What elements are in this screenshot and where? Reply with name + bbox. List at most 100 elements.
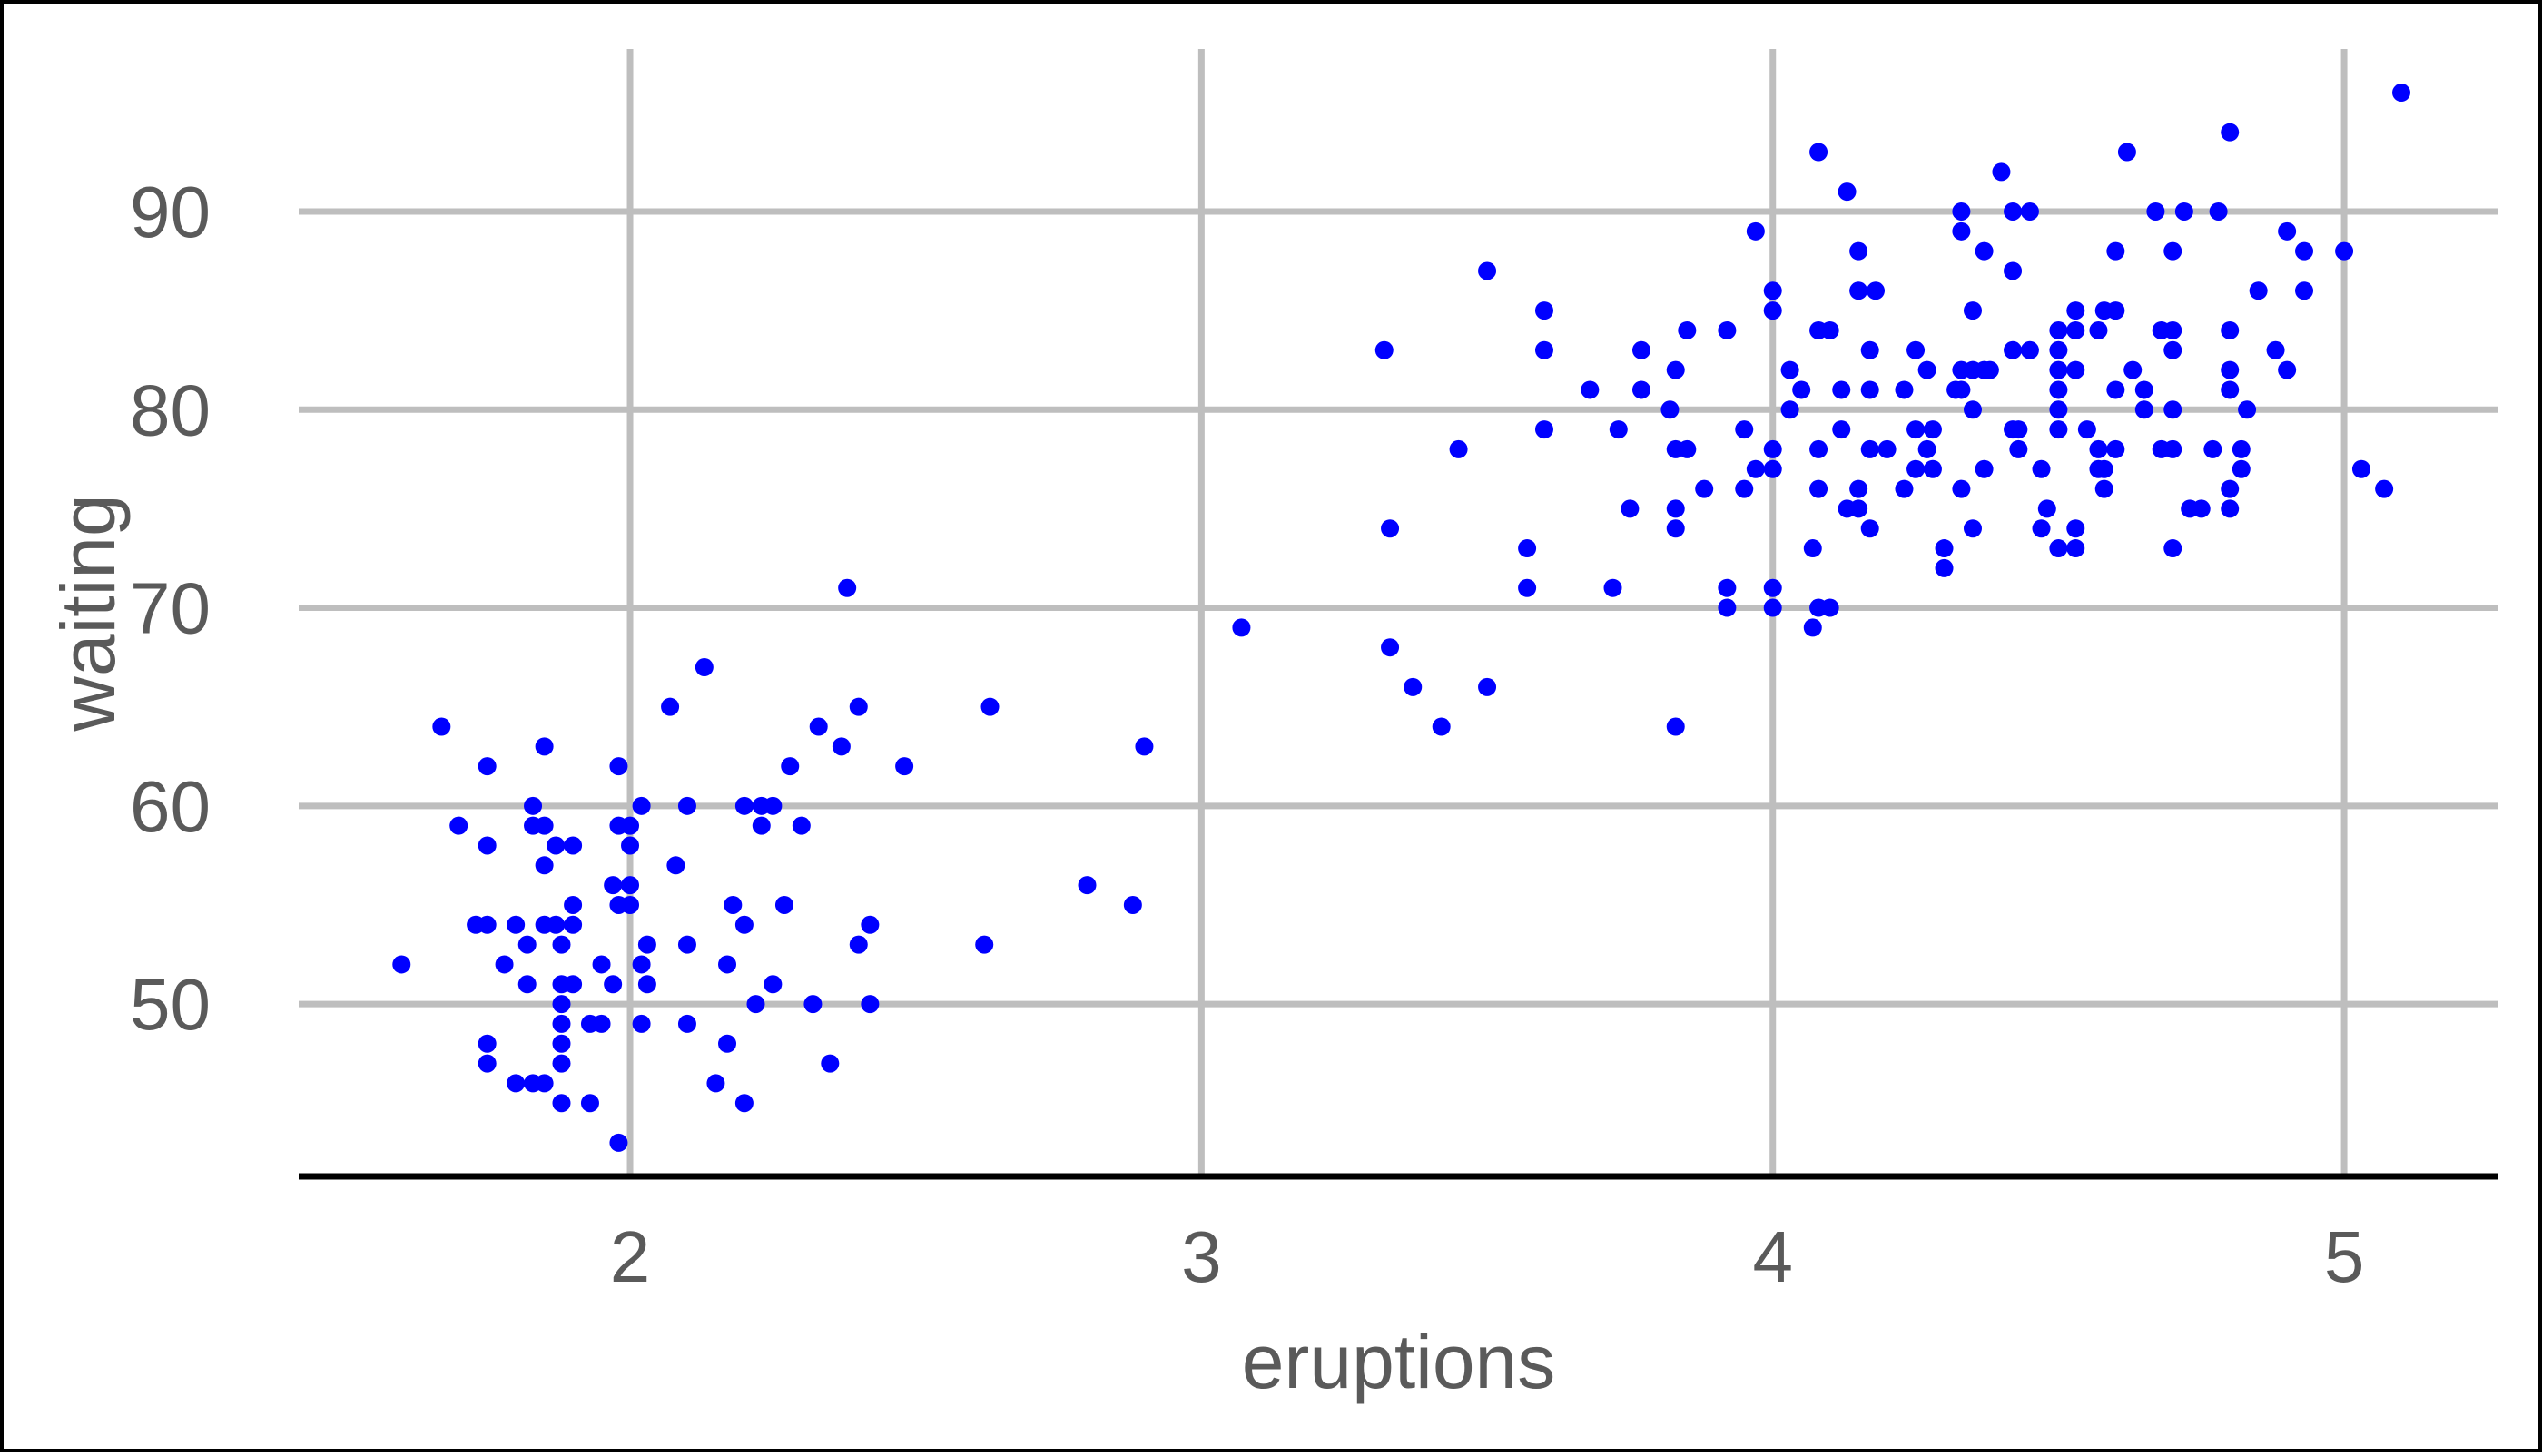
data-point-78 bbox=[832, 737, 851, 756]
data-point-96 bbox=[1449, 439, 1468, 458]
y-tick-label-70: 70 bbox=[130, 568, 211, 649]
data-point-123 bbox=[1735, 479, 1754, 498]
data-point-145 bbox=[1832, 420, 1851, 439]
data-point-200 bbox=[2049, 420, 2068, 439]
data-point-55 bbox=[666, 856, 685, 875]
data-point-54 bbox=[661, 697, 680, 716]
data-point-129 bbox=[1763, 459, 1782, 478]
data-point-190 bbox=[2020, 202, 2039, 221]
data-point-0 bbox=[392, 955, 411, 974]
data-point-110 bbox=[1660, 400, 1680, 419]
data-point-134 bbox=[1792, 380, 1811, 399]
data-point-50 bbox=[632, 955, 651, 974]
data-point-234 bbox=[2203, 439, 2222, 458]
data-point-149 bbox=[1849, 281, 1868, 300]
data-point-93 bbox=[1381, 638, 1400, 657]
data-point-140 bbox=[1809, 479, 1828, 498]
data-point-237 bbox=[2221, 320, 2240, 339]
data-point-229 bbox=[2163, 439, 2182, 458]
data-point-17 bbox=[535, 737, 554, 756]
data-point-46 bbox=[621, 836, 640, 855]
data-point-81 bbox=[849, 935, 868, 954]
data-point-220 bbox=[2134, 380, 2153, 399]
data-point-191 bbox=[2020, 340, 2039, 359]
data-point-60 bbox=[706, 1074, 725, 1093]
data-point-21 bbox=[535, 1074, 554, 1093]
data-point-38 bbox=[592, 1014, 611, 1033]
data-point-135 bbox=[1803, 539, 1822, 558]
data-point-178 bbox=[1963, 519, 1982, 538]
data-point-84 bbox=[895, 757, 914, 776]
data-point-151 bbox=[1849, 499, 1868, 518]
data-point-144 bbox=[1832, 380, 1851, 399]
data-point-34 bbox=[564, 975, 583, 994]
data-point-246 bbox=[2266, 340, 2285, 359]
data-point-87 bbox=[1078, 876, 1097, 895]
data-point-139 bbox=[1809, 439, 1828, 458]
data-point-230 bbox=[2163, 539, 2182, 558]
data-point-188 bbox=[2009, 420, 2028, 439]
data-point-205 bbox=[2066, 519, 2085, 538]
data-point-231 bbox=[2174, 202, 2193, 221]
data-point-196 bbox=[2049, 340, 2068, 359]
x-axis-title: eruptions bbox=[1242, 1319, 1556, 1404]
y-tick-label-90: 90 bbox=[130, 172, 211, 252]
data-point-152 bbox=[1860, 340, 1879, 359]
data-point-97 bbox=[1478, 261, 1497, 280]
data-point-160 bbox=[1906, 340, 1926, 359]
data-point-198 bbox=[2049, 380, 2068, 399]
data-point-83 bbox=[861, 995, 880, 1014]
data-point-116 bbox=[1678, 320, 1697, 339]
data-point-53 bbox=[637, 975, 656, 994]
data-points bbox=[392, 84, 2411, 1152]
data-point-225 bbox=[2163, 241, 2182, 261]
data-point-8 bbox=[478, 1054, 497, 1073]
data-point-249 bbox=[2295, 241, 2314, 261]
y-axis: 50 60 70 80 90 bbox=[130, 172, 211, 1045]
data-point-204 bbox=[2066, 360, 2085, 379]
data-point-244 bbox=[2238, 400, 2257, 419]
data-point-153 bbox=[1860, 380, 1879, 399]
data-point-171 bbox=[1952, 221, 1971, 241]
data-point-127 bbox=[1763, 301, 1782, 320]
data-point-31 bbox=[564, 836, 583, 855]
data-point-79 bbox=[838, 578, 857, 597]
data-point-88 bbox=[1123, 895, 1142, 914]
data-point-80 bbox=[849, 697, 868, 716]
data-point-35 bbox=[580, 1094, 599, 1113]
data-point-202 bbox=[2066, 301, 2085, 320]
data-point-82 bbox=[861, 915, 880, 934]
data-point-142 bbox=[1820, 320, 1839, 339]
data-point-22 bbox=[547, 836, 566, 855]
data-point-107 bbox=[1621, 499, 1640, 518]
data-point-74 bbox=[792, 816, 811, 835]
x-tick-label-2: 2 bbox=[610, 1216, 651, 1297]
data-point-65 bbox=[734, 915, 754, 934]
data-point-56 bbox=[677, 796, 696, 815]
data-point-13 bbox=[517, 975, 537, 994]
data-point-61 bbox=[718, 955, 737, 974]
data-point-89 bbox=[1135, 737, 1154, 756]
data-point-218 bbox=[2117, 143, 2136, 162]
data-point-185 bbox=[2004, 261, 2023, 280]
y-axis-title: waiting bbox=[45, 494, 131, 732]
data-point-183 bbox=[1992, 162, 2011, 182]
data-point-29 bbox=[552, 1054, 571, 1073]
data-point-215 bbox=[2106, 301, 2125, 320]
data-point-162 bbox=[1906, 459, 1926, 478]
data-point-181 bbox=[1975, 459, 1994, 478]
data-point-24 bbox=[552, 935, 571, 954]
data-point-254 bbox=[2392, 84, 2411, 103]
data-point-106 bbox=[1609, 420, 1628, 439]
data-point-85 bbox=[975, 935, 994, 954]
data-point-4 bbox=[478, 915, 497, 934]
data-point-163 bbox=[1917, 360, 1936, 379]
data-point-173 bbox=[1952, 380, 1971, 399]
data-point-19 bbox=[535, 856, 554, 875]
data-point-7 bbox=[478, 1034, 497, 1053]
data-point-251 bbox=[2335, 241, 2354, 261]
data-point-233 bbox=[2192, 499, 2211, 518]
data-point-212 bbox=[2094, 459, 2113, 478]
data-point-195 bbox=[2049, 320, 2068, 339]
data-point-6 bbox=[478, 836, 497, 855]
